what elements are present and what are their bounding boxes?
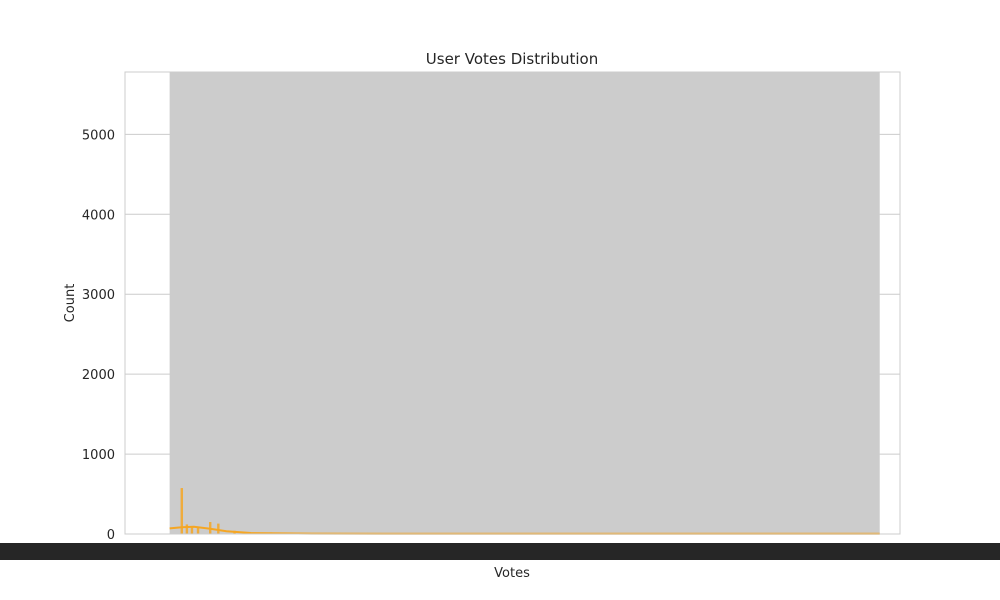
y-tick-label-0: 0 bbox=[107, 528, 115, 543]
y-tick-label-2: 2000 bbox=[82, 368, 115, 383]
histogram-bar-1 bbox=[180, 488, 184, 534]
y-axis-label: Count bbox=[63, 284, 78, 323]
histogram-bar-edges-block bbox=[169, 72, 880, 534]
histogram-bar-3 bbox=[190, 526, 194, 534]
y-tick-label-1: 1000 bbox=[82, 448, 115, 463]
x-axis-label: Votes bbox=[494, 566, 530, 581]
y-tick-label-4: 4000 bbox=[82, 208, 115, 223]
plot-frame bbox=[124, 71, 901, 535]
histogram-bars bbox=[169, 72, 881, 535]
x-tick-labels-overlapping bbox=[0, 543, 1000, 560]
y-tick-labels: 0 1000 2000 3000 4000 5000 bbox=[82, 128, 115, 543]
histogram-bar-6 bbox=[217, 523, 220, 534]
y-tick-label-3: 3000 bbox=[82, 288, 115, 303]
histogram-bar-2 bbox=[185, 524, 189, 534]
histogram-bar-4 bbox=[196, 528, 200, 534]
y-tick-label-5: 5000 bbox=[82, 128, 115, 143]
chart-title: User Votes Distribution bbox=[426, 50, 598, 68]
